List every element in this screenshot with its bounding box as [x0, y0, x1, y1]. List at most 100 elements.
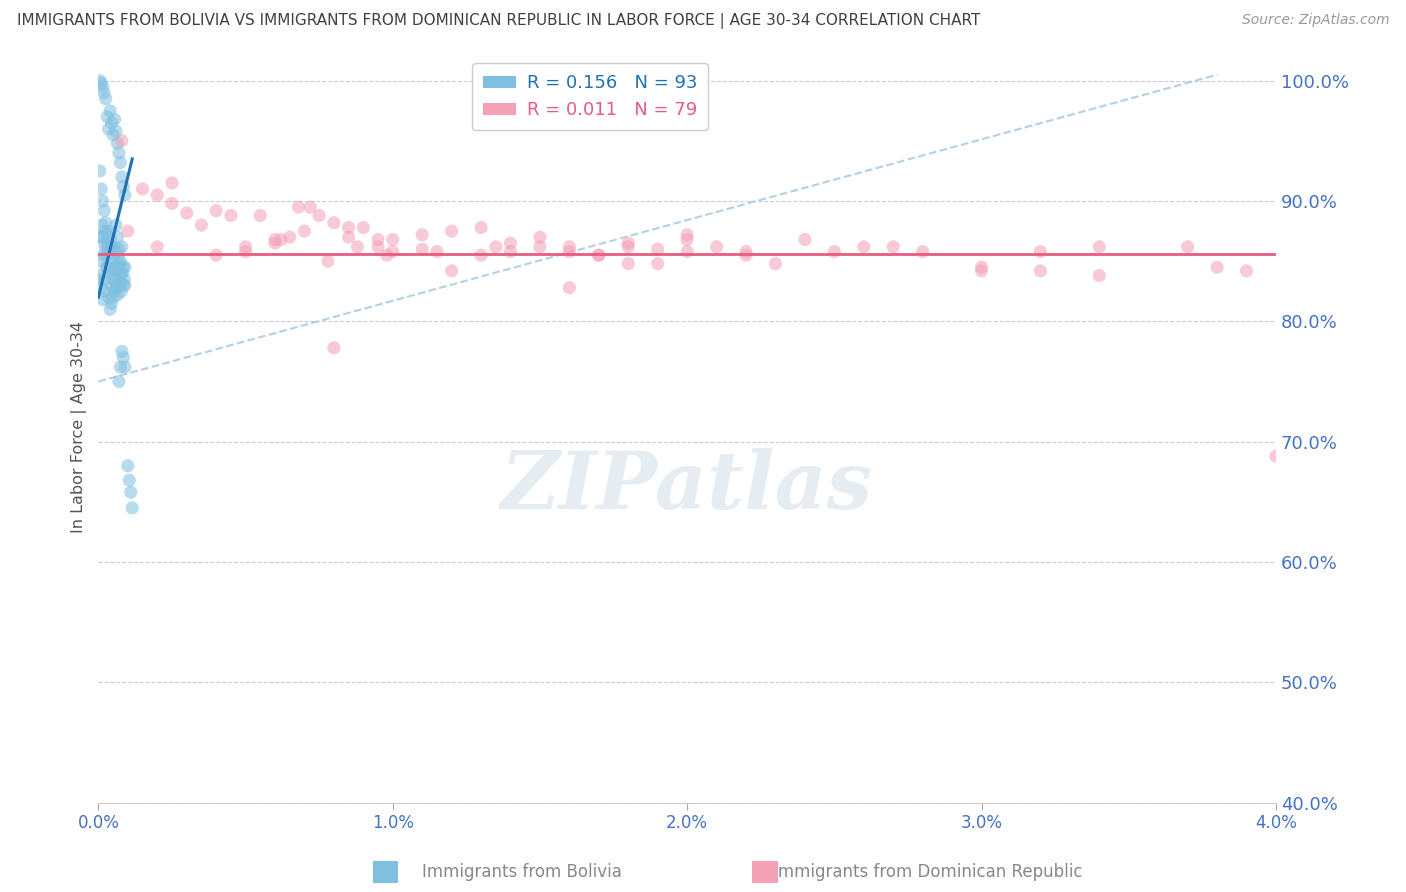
Point	[617, 236, 640, 251]
Point	[98, 266, 121, 280]
Point	[112, 351, 135, 365]
Point	[308, 209, 330, 223]
Point	[322, 341, 344, 355]
Point	[118, 473, 141, 487]
Point	[103, 285, 125, 299]
Point	[101, 290, 124, 304]
Point	[103, 260, 125, 275]
Point	[588, 248, 610, 262]
Point	[367, 233, 389, 247]
Point	[93, 86, 115, 100]
Point	[94, 242, 117, 256]
Point	[98, 257, 121, 271]
Point	[131, 182, 153, 196]
Point	[264, 236, 287, 251]
Point	[270, 233, 292, 247]
Point	[98, 302, 121, 317]
Point	[322, 216, 344, 230]
Point	[89, 272, 111, 286]
Point	[278, 230, 301, 244]
Point	[90, 218, 112, 232]
Point	[367, 240, 389, 254]
Point	[100, 244, 122, 259]
Point	[94, 92, 117, 106]
Point	[235, 240, 257, 254]
Point	[411, 227, 433, 242]
Point	[111, 344, 134, 359]
Point	[970, 264, 993, 278]
Point	[249, 209, 271, 223]
Legend: R = 0.156   N = 93, R = 0.011   N = 79: R = 0.156 N = 93, R = 0.011 N = 79	[472, 63, 709, 130]
Point	[98, 230, 121, 244]
Point	[440, 224, 463, 238]
Point	[337, 230, 360, 244]
Point	[112, 278, 135, 293]
Point	[112, 179, 135, 194]
Point	[111, 240, 134, 254]
Point	[94, 224, 117, 238]
Point	[205, 248, 228, 262]
Point	[1029, 244, 1052, 259]
Point	[91, 194, 114, 208]
Text: Immigrants from Bolivia: Immigrants from Bolivia	[422, 863, 621, 881]
Point	[101, 248, 124, 262]
Point	[146, 240, 169, 254]
Point	[558, 281, 581, 295]
Point	[287, 200, 309, 214]
Point	[470, 248, 492, 262]
Point	[91, 293, 114, 307]
Point	[337, 220, 360, 235]
Point	[793, 233, 815, 247]
Point	[190, 218, 212, 232]
Point	[108, 268, 131, 283]
Point	[1236, 264, 1258, 278]
Point	[1177, 240, 1199, 254]
Point	[107, 288, 129, 302]
Point	[219, 209, 242, 223]
Point	[381, 244, 404, 259]
Point	[882, 240, 904, 254]
Point	[105, 218, 128, 232]
Point	[558, 244, 581, 259]
Point	[1088, 240, 1111, 254]
Point	[91, 230, 114, 244]
Text: Source: ZipAtlas.com: Source: ZipAtlas.com	[1241, 13, 1389, 28]
Point	[103, 112, 125, 127]
Point	[107, 136, 129, 151]
Point	[112, 260, 135, 275]
Point	[176, 206, 198, 220]
Point	[100, 116, 122, 130]
Point	[96, 260, 118, 275]
Point	[647, 242, 669, 256]
Point	[264, 233, 287, 247]
Point	[93, 248, 115, 262]
Point	[823, 244, 845, 259]
Text: IMMIGRANTS FROM BOLIVIA VS IMMIGRANTS FROM DOMINICAN REPUBLIC IN LABOR FORCE | A: IMMIGRANTS FROM BOLIVIA VS IMMIGRANTS FR…	[17, 13, 980, 29]
Point	[101, 128, 124, 142]
Point	[96, 227, 118, 242]
Point	[1265, 449, 1288, 463]
Point	[97, 240, 120, 254]
Point	[316, 254, 339, 268]
Point	[1029, 264, 1052, 278]
Point	[205, 203, 228, 218]
Point	[107, 260, 129, 275]
Point	[110, 360, 132, 375]
Point	[93, 203, 115, 218]
Point	[105, 124, 128, 138]
Point	[588, 248, 610, 262]
Point	[411, 242, 433, 256]
Point	[114, 278, 136, 293]
Point	[89, 268, 111, 283]
Point	[470, 220, 492, 235]
Point	[110, 155, 132, 169]
Point	[96, 110, 118, 124]
Point	[108, 242, 131, 256]
Point	[647, 257, 669, 271]
Point	[146, 188, 169, 202]
Point	[91, 79, 114, 94]
Point	[235, 244, 257, 259]
Point	[96, 260, 118, 275]
Point	[346, 240, 368, 254]
Point	[89, 164, 111, 178]
